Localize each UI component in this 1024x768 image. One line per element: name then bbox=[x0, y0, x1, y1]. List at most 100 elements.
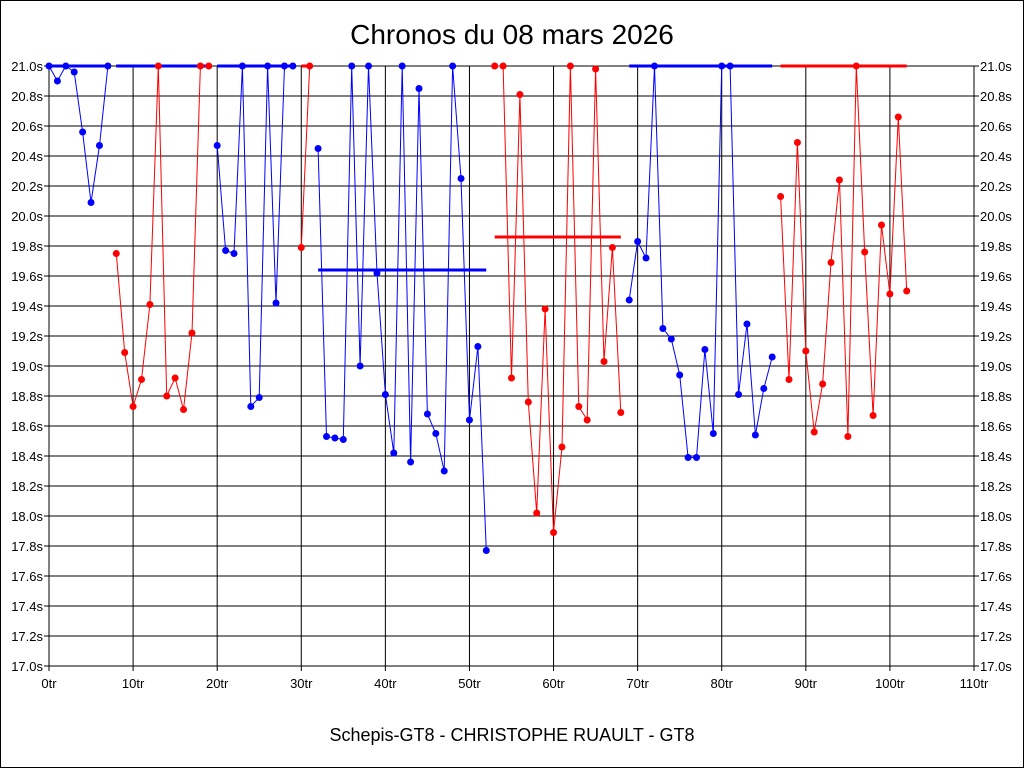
data-point bbox=[356, 362, 364, 370]
data-point bbox=[306, 62, 314, 70]
y-tick-label-left: 18.0s bbox=[11, 509, 43, 524]
data-point bbox=[726, 62, 734, 70]
x-tick-label: 50tr bbox=[458, 676, 481, 691]
data-point bbox=[222, 247, 230, 254]
series-layer bbox=[45, 62, 911, 554]
chart-subtitle: Schepis-GT8 - CHRISTOPHE RUAULT - GT8 bbox=[329, 725, 694, 745]
data-point bbox=[533, 509, 541, 517]
data-point bbox=[810, 428, 818, 436]
y-tick-label-right: 20.8s bbox=[980, 89, 1012, 104]
data-point bbox=[398, 62, 406, 70]
y-tick-label-left: 20.8s bbox=[11, 89, 43, 104]
data-point bbox=[87, 199, 95, 206]
y-tick-label-right: 18.4s bbox=[980, 449, 1012, 464]
chart-title: Chronos du 08 mars 2026 bbox=[350, 19, 674, 50]
x-tick-label: 40tr bbox=[374, 676, 397, 691]
data-point bbox=[667, 335, 675, 343]
series-group bbox=[297, 62, 314, 251]
y-tick-label-right: 17.8s bbox=[980, 539, 1012, 554]
y-tick-label-right: 17.6s bbox=[980, 569, 1012, 584]
series-group bbox=[45, 62, 112, 206]
data-point bbox=[718, 62, 726, 70]
y-tick-label-right: 19.8s bbox=[980, 239, 1012, 254]
y-tick-label-right: 17.2s bbox=[980, 629, 1012, 644]
y-axis-right: 17.0s 17.2s 17.4s 17.6s 17.8s 18.0s 18.2s 18.4s… bbox=[980, 59, 1012, 674]
y-tick-label-left: 19.6s bbox=[11, 269, 43, 284]
series-line bbox=[216, 65, 293, 408]
data-point bbox=[180, 406, 188, 413]
data-point bbox=[592, 65, 600, 73]
data-point bbox=[499, 62, 507, 70]
data-point bbox=[878, 221, 885, 229]
series-group bbox=[213, 62, 297, 410]
data-point bbox=[608, 244, 616, 251]
y-tick-label-right: 17.4s bbox=[980, 599, 1012, 614]
data-point bbox=[802, 347, 810, 355]
y-tick-label-left: 17.6s bbox=[11, 569, 43, 584]
y-tick-label-left: 21.0s bbox=[11, 59, 43, 74]
x-tick-label: 110tr bbox=[960, 676, 989, 691]
data-point bbox=[196, 62, 204, 70]
data-point bbox=[79, 128, 87, 136]
series-group bbox=[314, 62, 490, 554]
data-point bbox=[634, 238, 642, 245]
data-point bbox=[247, 403, 255, 410]
y-tick-label-right: 21.0s bbox=[980, 59, 1012, 74]
data-point bbox=[709, 430, 717, 437]
x-axis: 0tr 10tr 20tr 30tr 40tr 50tr 60tr 70tr 80tr 90tr 1… bbox=[41, 676, 989, 691]
series-line bbox=[317, 65, 487, 551]
data-point bbox=[558, 443, 566, 451]
grid-layer bbox=[44, 65, 979, 671]
x-tick-label: 20tr bbox=[206, 676, 229, 691]
data-point bbox=[465, 416, 473, 424]
data-point bbox=[331, 434, 339, 442]
data-point bbox=[768, 353, 776, 361]
data-point bbox=[449, 62, 457, 70]
y-tick-label-right: 19.2s bbox=[980, 329, 1012, 344]
data-point bbox=[146, 301, 154, 308]
series-group bbox=[777, 62, 911, 440]
data-point bbox=[264, 62, 272, 70]
y-tick-label-left: 18.2s bbox=[11, 479, 43, 494]
data-point bbox=[348, 62, 356, 70]
data-point bbox=[861, 248, 869, 256]
data-point bbox=[693, 454, 700, 461]
y-tick-label-left: 18.6s bbox=[11, 419, 43, 434]
y-tick-label-left: 20.6s bbox=[11, 119, 43, 134]
y-axis-left: 17.0s 17.2s 17.4s 17.6s 17.8s 18.0s 18.2s 18.4s… bbox=[11, 59, 43, 674]
data-point bbox=[407, 458, 415, 466]
data-point bbox=[508, 374, 515, 382]
y-tick-label-left: 20.4s bbox=[11, 149, 43, 164]
data-point bbox=[482, 547, 490, 554]
y-tick-label-left: 20.0s bbox=[11, 209, 43, 224]
data-point bbox=[819, 380, 827, 388]
data-point bbox=[701, 346, 709, 353]
data-point bbox=[121, 349, 129, 356]
y-tick-label-right: 18.2s bbox=[980, 479, 1012, 494]
y-tick-label-left: 17.4s bbox=[11, 599, 43, 614]
x-tick-label: 80tr bbox=[711, 676, 734, 691]
y-tick-label-right: 19.0s bbox=[980, 359, 1012, 374]
data-point bbox=[844, 433, 852, 440]
data-point bbox=[297, 244, 305, 251]
data-point bbox=[272, 299, 280, 307]
data-point bbox=[751, 431, 759, 439]
series-line bbox=[628, 65, 773, 458]
data-point bbox=[676, 371, 684, 379]
x-tick-label: 100tr bbox=[875, 676, 905, 691]
y-tick-label-right: 20.0s bbox=[980, 209, 1012, 224]
x-tick-label: 70tr bbox=[626, 676, 649, 691]
data-point bbox=[785, 376, 793, 383]
data-point bbox=[684, 454, 692, 461]
data-point bbox=[541, 305, 549, 313]
series-line bbox=[48, 65, 109, 203]
data-point bbox=[62, 62, 70, 70]
data-point bbox=[373, 269, 381, 277]
data-point bbox=[575, 403, 583, 410]
data-point bbox=[659, 325, 667, 332]
y-tick-label-right: 20.4s bbox=[980, 149, 1012, 164]
x-tick-label: 30tr bbox=[290, 676, 313, 691]
data-point bbox=[163, 392, 171, 400]
data-point bbox=[827, 259, 835, 266]
